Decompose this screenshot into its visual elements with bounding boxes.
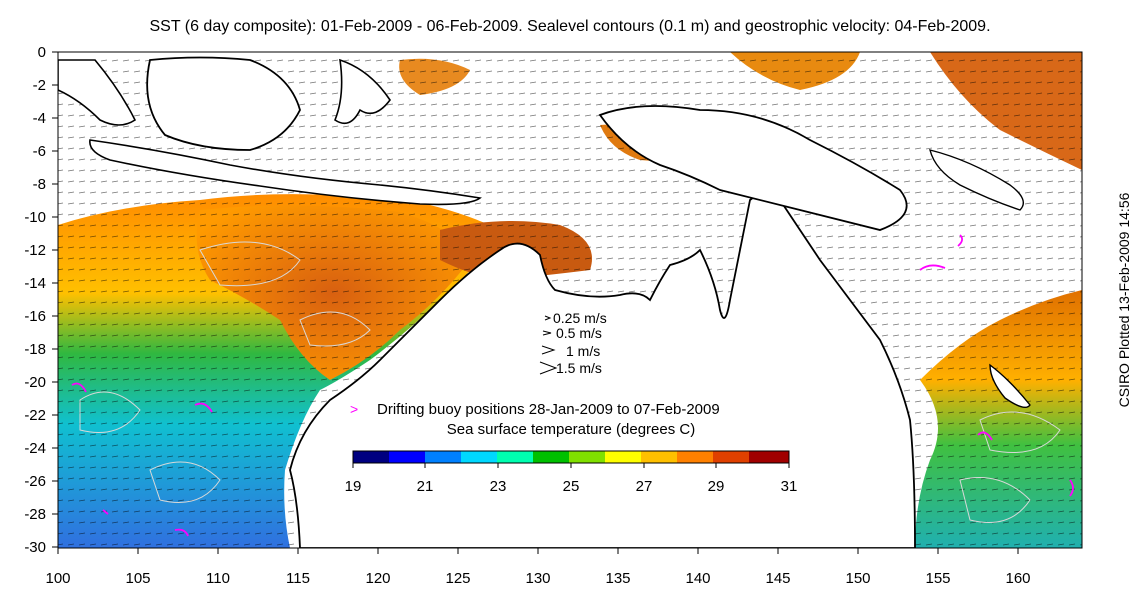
- velocity-legend-label: 0.25 m/s: [553, 310, 607, 326]
- velocity-scale-legend: 0.25 m/s 0.5 m/s 1 m/s 1.5 m/s: [539, 310, 607, 376]
- velocity-legend-label: 1 m/s: [566, 343, 600, 359]
- colorbar-tick-label: 23: [490, 478, 507, 495]
- colorbar-tick-label: 31: [781, 478, 798, 495]
- y-tick-label: -14: [24, 275, 46, 292]
- y-tick-label: -22: [24, 407, 46, 424]
- java-island-chain: [89, 139, 482, 206]
- y-tick-label: -26: [24, 473, 46, 490]
- x-tick-label: 150: [845, 570, 870, 587]
- y-tick-label: -10: [24, 209, 46, 226]
- x-tick-label: 105: [125, 570, 150, 587]
- velocity-legend-label: 0.5 m/s: [556, 325, 602, 341]
- colorbar-tick-label: 21: [417, 478, 434, 495]
- velocity-arrow-icon: [542, 330, 552, 336]
- buoy-legend-label: Drifting buoy positions 28-Jan-2009 to 0…: [377, 401, 720, 418]
- y-tick-label: -18: [24, 341, 46, 358]
- y-tick-label: -4: [33, 110, 46, 127]
- y-tick-label: -2: [33, 77, 46, 94]
- velocity-arrow-icon: [539, 361, 558, 375]
- y-tick-label: -8: [33, 176, 46, 193]
- solomon-islands: [929, 149, 1024, 211]
- x-tick-label: 140: [685, 570, 710, 587]
- x-tick-label: 120: [365, 570, 390, 587]
- colorbar: [352, 450, 790, 468]
- colorbar-tick-label: 25: [563, 478, 580, 495]
- y-tick-label: 0: [38, 44, 46, 61]
- y-tick-label: -6: [33, 143, 46, 160]
- x-tick-label: 145: [765, 570, 790, 587]
- x-tick-label: 135: [605, 570, 630, 587]
- y-tick-label: -20: [24, 374, 46, 391]
- chart-title: SST (6 day composite): 01-Feb-2009 - 06-…: [149, 18, 991, 35]
- y-tick-label: -24: [24, 440, 46, 457]
- x-tick-label: 155: [925, 570, 950, 587]
- new-caledonia-island: [989, 363, 1031, 408]
- sealevel-contours: [79, 241, 1061, 523]
- y-tick-label: -30: [24, 539, 46, 556]
- colorbar-tick-label: 19: [345, 478, 362, 495]
- new-guinea-landmass: [598, 105, 908, 231]
- buoy-tracks: [71, 234, 1074, 537]
- sulawesi-landmass: [334, 58, 391, 125]
- y-axis: 0 -2 -4 -6 -8 -10 -12 -14 -16 -18 -20 -2…: [24, 44, 59, 556]
- buoy-marker-icon: >: [350, 401, 358, 417]
- x-tick-label: 115: [286, 570, 310, 587]
- y-tick-label: -16: [24, 308, 46, 325]
- velocity-arrow-icon: [544, 315, 552, 321]
- y-tick-label: -28: [24, 506, 46, 523]
- sumatra-landmass: [58, 59, 137, 126]
- x-axis: 100 105 110 115 120 125 130 135 140 145 …: [45, 547, 1082, 587]
- colorbar-tick-label: 29: [708, 478, 725, 495]
- borneo-landmass: [146, 56, 301, 151]
- colorbar-title: Sea surface temperature (degrees C): [447, 421, 695, 438]
- x-tick-label: 100: [45, 570, 70, 587]
- velocity-legend-label: 1.5 m/s: [556, 360, 602, 376]
- x-tick-label: 125: [445, 570, 470, 587]
- x-tick-label: 160: [1005, 570, 1030, 587]
- y-tick-label: -12: [24, 242, 46, 259]
- velocity-arrow-icon: [541, 345, 556, 355]
- x-tick-label: 110: [206, 570, 230, 587]
- map-plot-area: [58, 52, 1082, 548]
- x-tick-label: 130: [525, 570, 550, 587]
- colorbar-tick-label: 27: [636, 478, 653, 495]
